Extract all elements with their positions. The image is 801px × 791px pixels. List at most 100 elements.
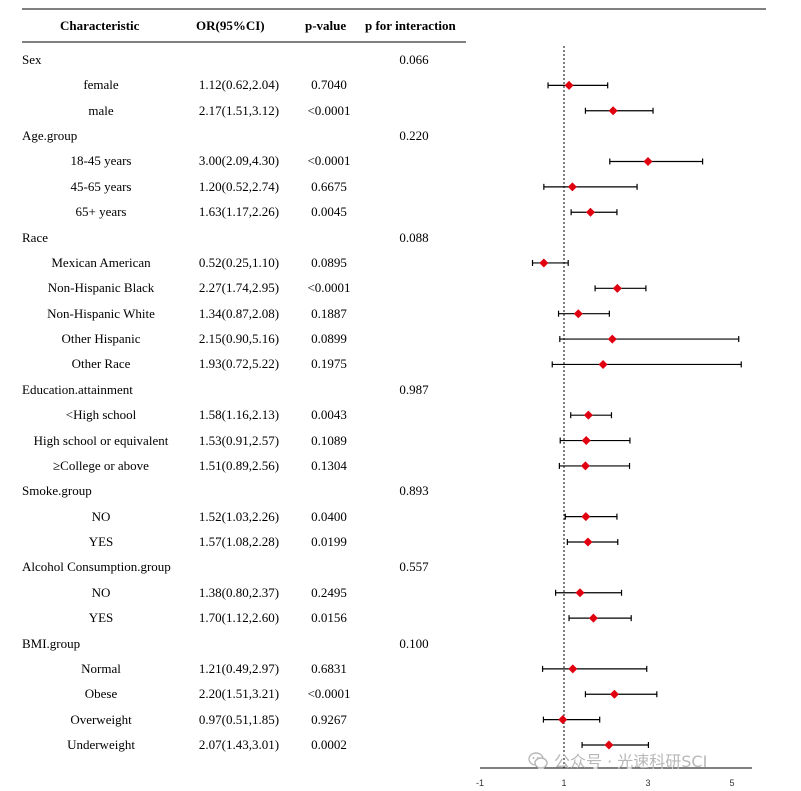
or-point <box>573 309 583 319</box>
subgroup-label: male <box>88 103 114 118</box>
subgroup-label: YES <box>88 610 114 625</box>
subgroup-label: YES <box>88 534 114 549</box>
x-tick-label: 5 <box>729 778 735 788</box>
or-point <box>598 359 608 369</box>
p-value: 0.1089 <box>311 433 347 448</box>
or-ci-value: 2.27(1.74,2.95) <box>198 280 280 295</box>
subgroup-label: Overweight <box>70 712 132 727</box>
subgroup-label: 18-45 years <box>70 153 132 168</box>
or-ci-value: 1.12(0.62,2.04) <box>198 77 280 92</box>
p-value: 0.2495 <box>311 585 347 600</box>
subgroup-label: female <box>83 77 119 92</box>
or-ci-value: 2.07(1.43,3.01) <box>198 737 280 752</box>
subgroup-label: Other Hispanic <box>61 331 141 346</box>
subgroup-label: ≥College or above <box>53 458 149 473</box>
p-value: 0.6831 <box>311 661 347 676</box>
or-point <box>604 740 614 750</box>
or-ci-value: 1.38(0.80,2.37) <box>198 585 280 600</box>
p-interaction-value: 0.893 <box>399 483 429 498</box>
or-point <box>564 80 574 90</box>
p-interaction-value: 0.088 <box>399 230 429 245</box>
subgroup-label: Non-Hispanic Black <box>47 280 155 295</box>
subgroup-label: Obese <box>84 686 118 701</box>
subgroup-label: Underweight <box>67 737 135 752</box>
or-point <box>581 436 591 446</box>
p-value: 0.1887 <box>311 306 347 321</box>
or-point <box>575 588 585 598</box>
or-ci-value: 2.17(1.51,3.12) <box>198 103 280 118</box>
p-value: 0.0043 <box>311 407 347 422</box>
or-point <box>608 106 618 116</box>
or-point <box>567 182 577 192</box>
subgroup-label: <High school <box>65 407 137 422</box>
group-label: Race <box>22 230 48 245</box>
or-point <box>581 512 591 522</box>
or-point <box>585 207 595 217</box>
p-value: <0.0001 <box>307 280 351 295</box>
subgroup-label: 45-65 years <box>70 179 132 194</box>
subgroup-label: NO <box>91 509 111 524</box>
header-characteristic: Characteristic <box>60 18 140 33</box>
or-point <box>612 283 622 293</box>
p-value: 0.0400 <box>311 509 347 524</box>
p-value: 0.0895 <box>311 255 347 270</box>
p-interaction-value: 0.987 <box>399 382 429 397</box>
or-ci-value: 2.20(1.51,3.21) <box>198 686 280 701</box>
or-ci-value: 1.21(0.49,2.97) <box>198 661 280 676</box>
or-point <box>588 613 598 623</box>
p-value: 0.0899 <box>311 331 347 346</box>
or-ci-value: 1.63(1.17,2.26) <box>198 204 280 219</box>
or-point <box>607 334 617 344</box>
group-label: Alcohol Consumption.group <box>22 559 171 574</box>
group-label: Education.attainment <box>22 382 133 397</box>
or-point <box>643 156 653 166</box>
subgroup-label: High school or equivalent <box>33 433 169 448</box>
p-value: 0.1304 <box>311 458 347 473</box>
or-point <box>583 537 593 547</box>
p-value: 0.0045 <box>311 204 347 219</box>
or-ci-value: 1.20(0.52,2.74) <box>198 179 280 194</box>
watermark: 公众号 · 光速科研SCI <box>528 748 707 772</box>
p-interaction-value: 0.557 <box>399 559 429 574</box>
p-value: 0.9267 <box>311 712 347 727</box>
or-point <box>583 410 593 420</box>
p-value: 0.0199 <box>311 534 347 549</box>
or-ci-value: 1.53(0.91,2.57) <box>198 433 280 448</box>
x-tick-label: 3 <box>645 778 651 788</box>
subgroup-label: Normal <box>81 661 121 676</box>
p-interaction-value: 0.066 <box>399 52 429 67</box>
subgroup-label: NO <box>91 585 111 600</box>
or-ci-value: 0.52(0.25,1.10) <box>198 255 280 270</box>
subgroup-label: Mexican American <box>51 255 151 270</box>
p-value: 0.7040 <box>311 77 347 92</box>
or-ci-value: 0.97(0.51,1.85) <box>198 712 280 727</box>
or-ci-value: 1.51(0.89,2.56) <box>198 458 280 473</box>
or-ci-value: 1.70(1.12,2.60) <box>198 610 280 625</box>
or-point <box>580 461 590 471</box>
x-tick-label: -1 <box>475 778 484 788</box>
subgroup-label: Other Race <box>71 356 131 371</box>
x-tick-label: 1 <box>561 778 567 788</box>
p-value: 0.6675 <box>311 179 347 194</box>
p-interaction-value: 0.100 <box>399 636 429 651</box>
p-interaction-value: 0.220 <box>399 128 429 143</box>
subgroup-label: 65+ years <box>75 204 127 219</box>
or-ci-value: 1.57(1.08,2.28) <box>198 534 280 549</box>
group-label: Sex <box>22 52 42 67</box>
or-ci-value: 2.15(0.90,5.16) <box>198 331 280 346</box>
or-point <box>609 689 619 699</box>
p-value: <0.0001 <box>307 153 351 168</box>
subgroup-label: Non-Hispanic White <box>47 306 155 321</box>
watermark-text: 公众号 · 光速科研SCI <box>554 752 708 771</box>
forest-marks <box>531 80 742 750</box>
or-point <box>568 664 578 674</box>
p-value: 0.0002 <box>311 737 347 752</box>
p-value: <0.0001 <box>307 103 351 118</box>
or-point <box>539 258 549 268</box>
header-pvalue: p-value <box>305 18 347 33</box>
group-label: Age.group <box>22 128 78 143</box>
group-label: BMI.group <box>22 636 81 651</box>
or-ci-value: 1.58(1.16,2.13) <box>198 407 280 422</box>
or-ci-value: 3.00(2.09,4.30) <box>198 153 280 168</box>
